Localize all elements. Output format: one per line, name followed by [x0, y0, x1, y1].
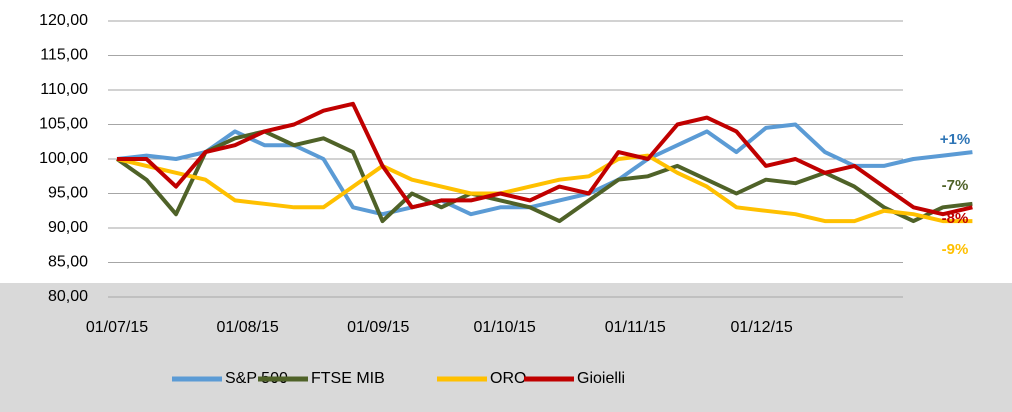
y-tick-label: 115,00	[40, 47, 88, 64]
y-tick-label: 95,00	[48, 185, 88, 202]
annotation: -8%	[942, 210, 969, 227]
x-tick-label: 01/09/15	[347, 319, 409, 336]
series-line	[116, 122, 973, 217]
x-tick-label: 01/10/15	[474, 319, 536, 336]
lower-panel	[0, 283, 1012, 412]
y-tick-label: 90,00	[48, 219, 88, 236]
series-line	[116, 153, 973, 224]
annotation: -7%	[942, 177, 969, 194]
y-tick-label: 80,00	[48, 288, 88, 305]
annotation: -9%	[942, 241, 969, 258]
legend-label: Gioielli	[577, 370, 625, 387]
y-tick-label: 85,00	[48, 254, 88, 271]
legend-label: FTSE MIB	[311, 370, 385, 387]
legend-label: ORO	[490, 370, 526, 387]
legend-label: S&P 500	[225, 370, 288, 387]
series-line	[117, 101, 973, 217]
annotation: +1%	[940, 131, 970, 148]
y-tick-label: 120,00	[39, 12, 88, 29]
x-tick-label: 01/07/15	[86, 319, 148, 336]
y-tick-label: 105,00	[39, 116, 88, 133]
x-tick-label: 01/12/15	[731, 319, 793, 336]
x-tick-label: 01/08/15	[216, 319, 278, 336]
y-tick-label: 100,00	[39, 150, 88, 167]
x-tick-label: 01/11/15	[605, 319, 666, 336]
y-tick-label: 110,00	[40, 81, 88, 98]
